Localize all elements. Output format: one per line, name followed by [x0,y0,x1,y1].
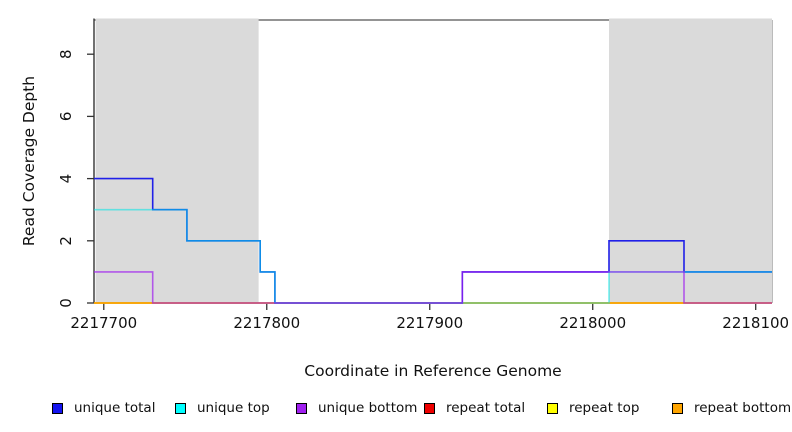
x-tick-label: 2218000 [559,314,626,332]
legend-label: unique bottom [318,400,418,416]
repeat-top-swatch-icon [547,402,558,414]
y-axis-label: Read Coverage Depth [20,75,38,247]
repeat-bottom-swatch-icon [672,402,683,414]
y-tick-label: 6 [57,112,75,122]
y-tick-label: 2 [57,236,75,246]
y-tick-label: 4 [57,174,75,184]
unique-total-swatch-icon [52,402,63,414]
x-axis-label: Coordinate in Reference Genome [304,362,562,380]
coverage-chart-plot-area: 2217700 2217800 2217900 2218000 2218100 0 2 4 6 8 [57,18,789,332]
shaded-region [609,18,772,303]
x-tick-label: 2218100 [722,314,789,332]
y-tick-label: 0 [57,298,75,308]
shaded-region [95,18,259,303]
legend-item-unique-top: unique top [175,398,270,418]
legend-label: unique top [197,400,270,416]
legend-label: repeat bottom [694,400,792,416]
legend-item-unique-total: unique total [52,398,155,418]
legend-item-repeat-total: repeat total [424,398,525,418]
series-line-unique-top [94,208,772,304]
x-tick-label: 2217800 [233,314,300,332]
x-tick-label: 2217900 [396,314,463,332]
legend-item-repeat-bottom: repeat bottom [672,398,791,418]
legend-item-unique-bottom: unique bottom [296,398,417,418]
repeat-total-swatch-icon [424,402,435,414]
legend-item-repeat-top: repeat top [547,398,639,418]
legend-label: repeat total [446,400,526,416]
legend-label: repeat top [569,400,640,416]
legend-label: unique total [74,400,156,416]
series-line-unique-bottom [94,271,772,304]
unique-top-swatch-icon [175,402,186,414]
chart-legend: unique total unique top unique bottom re… [0,398,792,420]
x-tick-label: 2217700 [70,314,137,332]
unique-bottom-swatch-icon [296,402,307,414]
y-tick-label: 8 [57,49,75,59]
